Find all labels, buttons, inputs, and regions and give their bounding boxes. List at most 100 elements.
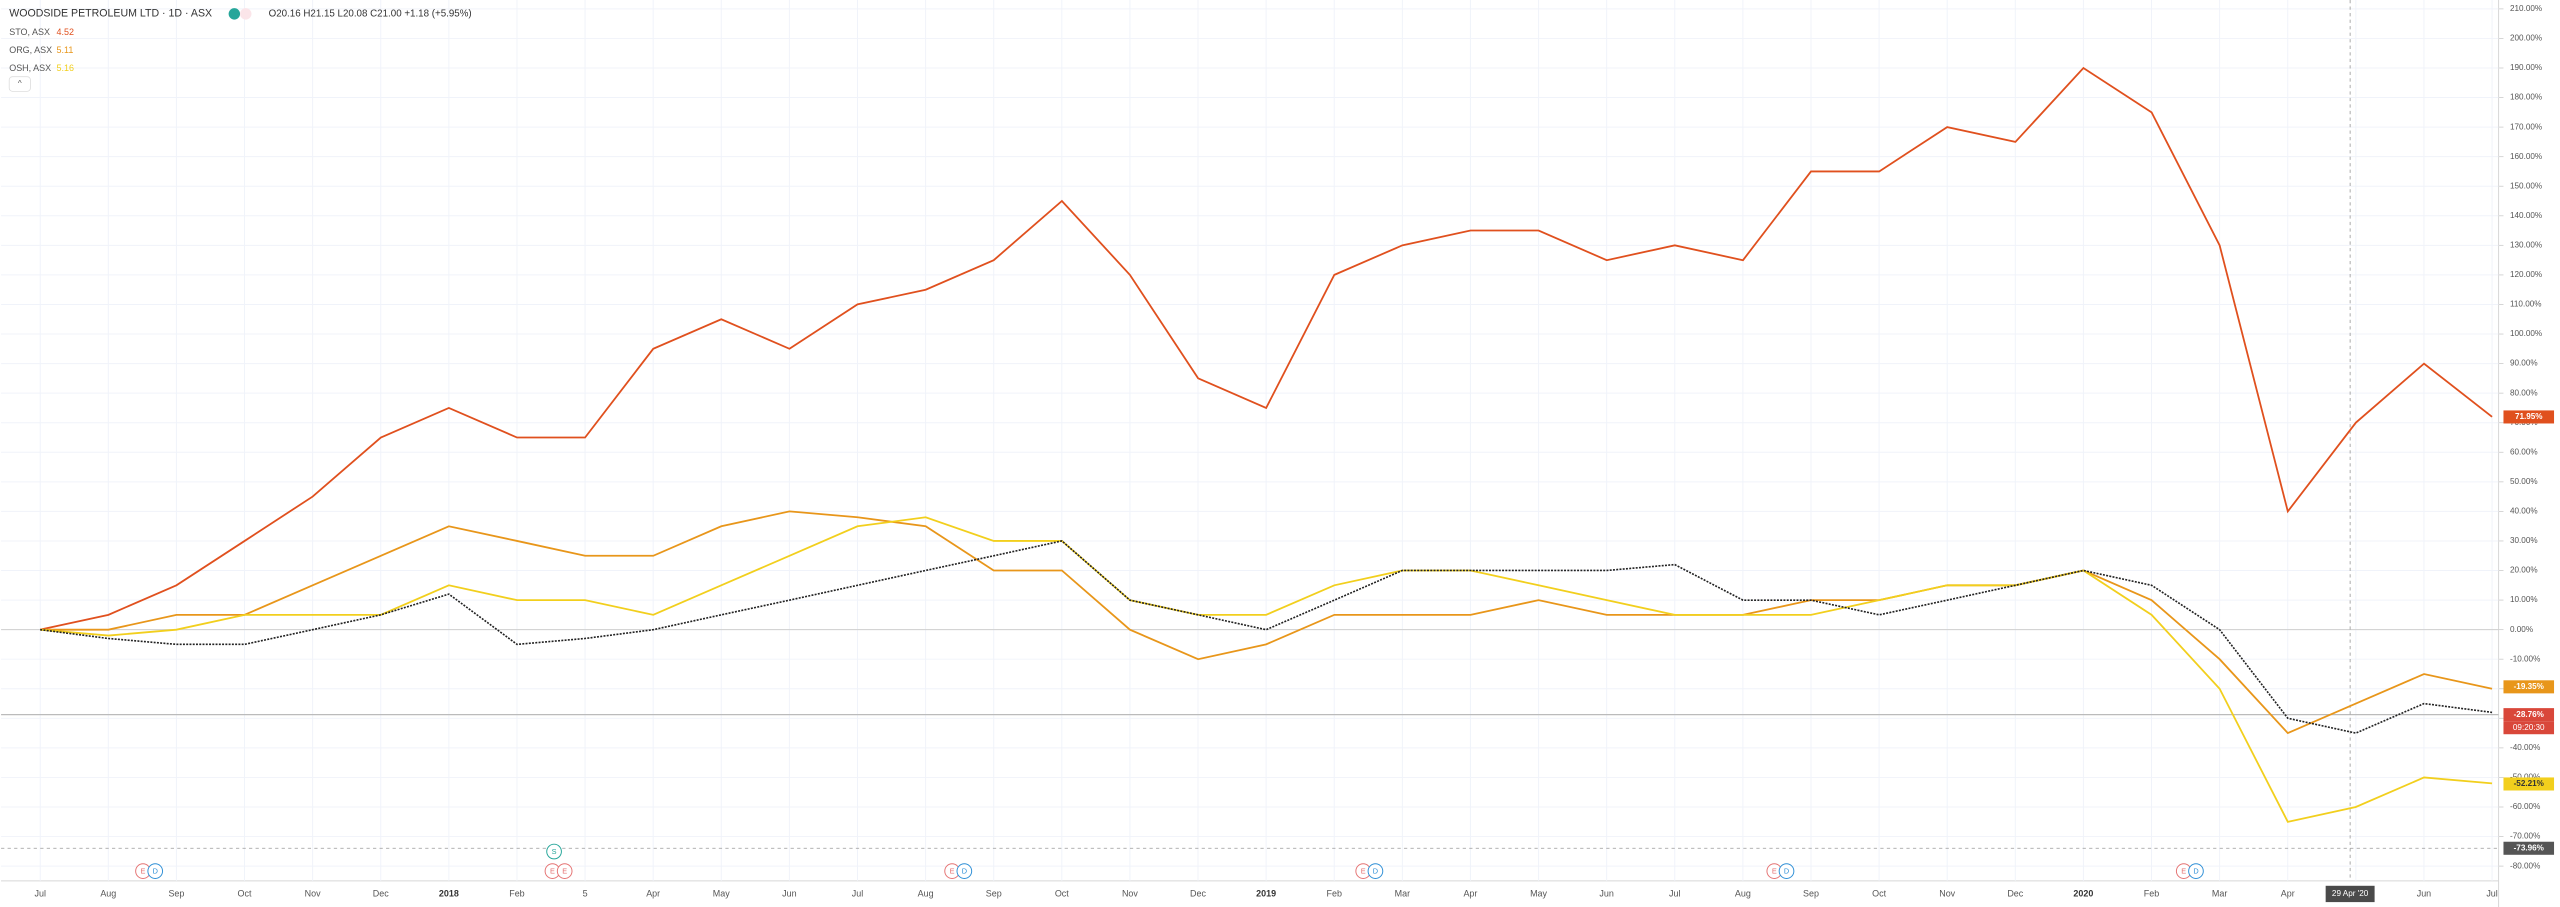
x-tick-label: Jun: [2417, 888, 2431, 898]
x-tick-label: 2018: [439, 888, 459, 898]
legend-price: 5.16: [57, 63, 74, 73]
event-marker: [1367, 863, 1384, 879]
last-value-label: -52.21%: [2514, 779, 2545, 788]
x-tick-label: Jun: [1599, 888, 1613, 898]
x-tick-label: Jul: [2486, 888, 2497, 898]
x-tick-label: 2020: [2073, 888, 2093, 898]
event-letter: E: [1772, 867, 1777, 876]
event-letter: D: [962, 867, 967, 876]
legend-price: 4.52: [57, 27, 74, 37]
y-tick-label: -40.00%: [2510, 743, 2540, 752]
event-marker: [556, 863, 573, 879]
last-value-tag: [2503, 708, 2555, 722]
x-tick-label: Nov: [1122, 888, 1138, 898]
y-tick-label: 90.00%: [2510, 359, 2538, 368]
x-tick-label: Nov: [305, 888, 321, 898]
x-tick-label: Sep: [1803, 888, 1819, 898]
last-value-label: -73.96%: [2514, 843, 2545, 852]
x-tick-label: Jun: [782, 888, 796, 898]
event-letter: D: [2193, 867, 2198, 876]
y-tick-label: 160.00%: [2510, 152, 2542, 161]
x-tick-label: Sep: [168, 888, 184, 898]
x-tick-label: May: [713, 888, 730, 898]
chart-title: WOODSIDE PETROLEUM LTD · 1D · ASX: [9, 8, 212, 20]
last-value-label: 71.95%: [2515, 412, 2543, 421]
collapse-button[interactable]: [8, 76, 31, 92]
x-tick-label: Aug: [918, 888, 934, 898]
countdown: 09:20:30: [2513, 723, 2545, 732]
x-tick-label: Dec: [1190, 888, 1206, 898]
event-letter: E: [1361, 867, 1366, 876]
x-tick-label: Mar: [1395, 888, 1410, 898]
x-tick-label: Oct: [1872, 888, 1886, 898]
event-letter: E: [2181, 867, 2186, 876]
event-letter: E: [950, 867, 955, 876]
event-marker: [1778, 863, 1795, 879]
y-tick-label: 80.00%: [2510, 388, 2538, 397]
y-tick-label: 130.00%: [2510, 241, 2542, 250]
countdown-tag: [2503, 721, 2555, 735]
y-tick-label: 50.00%: [2510, 477, 2538, 486]
y-tick-label: 150.00%: [2510, 181, 2542, 190]
x-tick-label: Aug: [1735, 888, 1751, 898]
y-tick-label: 20.00%: [2510, 566, 2538, 575]
event-marker: [147, 863, 164, 879]
x-tick-label: Jul: [1669, 888, 1680, 898]
event-letter: S: [552, 847, 557, 856]
last-value-tag: [2503, 680, 2555, 694]
y-tick-label: -50.00%: [2510, 773, 2540, 782]
event-letter: D: [153, 867, 158, 876]
last-value-tag: [2503, 841, 2555, 855]
event-letter: E: [550, 867, 555, 876]
event-letter: E: [141, 867, 146, 876]
y-tick-label: 200.00%: [2510, 34, 2542, 43]
last-value-tag: [2503, 410, 2555, 424]
event-letter: E: [562, 867, 567, 876]
x-tick-label: Feb: [509, 888, 524, 898]
y-tick-label: 0.00%: [2510, 625, 2533, 634]
series-line: [40, 540, 2493, 734]
y-tick-label: 180.00%: [2510, 93, 2542, 102]
x-tick-label: Apr: [2281, 888, 2295, 898]
ohlc: O20.16 H21.15 L20.08 C21.00 +1.18 (+5.95…: [269, 8, 472, 19]
y-tick-label: 30.00%: [2510, 536, 2538, 545]
x-tick-label: 5: [583, 888, 588, 898]
x-tick-label: Dec: [2007, 888, 2023, 898]
y-tick-label: -60.00%: [2510, 802, 2540, 811]
last-value-label: -28.76%: [2514, 710, 2545, 719]
y-tick-label: 190.00%: [2510, 63, 2542, 72]
y-tick-label: -70.00%: [2510, 832, 2540, 841]
y-tick-label: 100.00%: [2510, 329, 2542, 338]
status-badge: [240, 8, 252, 20]
overlay-layer: WOODSIDE PETROLEUM LTD · 1D · ASX O20.16…: [8, 4, 2555, 903]
y-tick-label: 10.00%: [2510, 595, 2538, 604]
x-tick-label: Oct: [1055, 888, 1069, 898]
x-tick-label: Mar: [2212, 888, 2227, 898]
status-dot: [228, 8, 241, 20]
legend-price: 5.11: [57, 45, 74, 55]
x-tick-label: Nov: [1939, 888, 1955, 898]
series-line: [40, 516, 2493, 823]
crosshair-label: 29 Apr '20: [2332, 889, 2369, 898]
x-tick-label: Dec: [373, 888, 389, 898]
series-line: [40, 66, 2493, 631]
x-tick-label: May: [1530, 888, 1547, 898]
x-tick-label: Apr: [646, 888, 660, 898]
event-letter: D: [1373, 867, 1378, 876]
y-tick-label: 140.00%: [2510, 211, 2542, 220]
y-tick-label: 40.00%: [2510, 507, 2538, 516]
legend-name: ORG, ASX: [9, 45, 52, 55]
event-letter: D: [1784, 867, 1789, 876]
event-marker: [2188, 863, 2204, 879]
y-tick-label: 170.00%: [2510, 122, 2542, 131]
y-tick-label: 210.00%: [2510, 4, 2542, 13]
x-tick-label: Aug: [100, 888, 116, 898]
x-tick-label: Sep: [986, 888, 1002, 898]
x-tick-label: Feb: [1327, 888, 1342, 898]
y-tick-label: 110.00%: [2510, 300, 2542, 309]
crosshair-tag: [2325, 885, 2375, 903]
last-value-tag: [2503, 777, 2555, 791]
x-tick-label: 2019: [1256, 888, 1276, 898]
legend-name: OSH, ASX: [9, 63, 51, 73]
